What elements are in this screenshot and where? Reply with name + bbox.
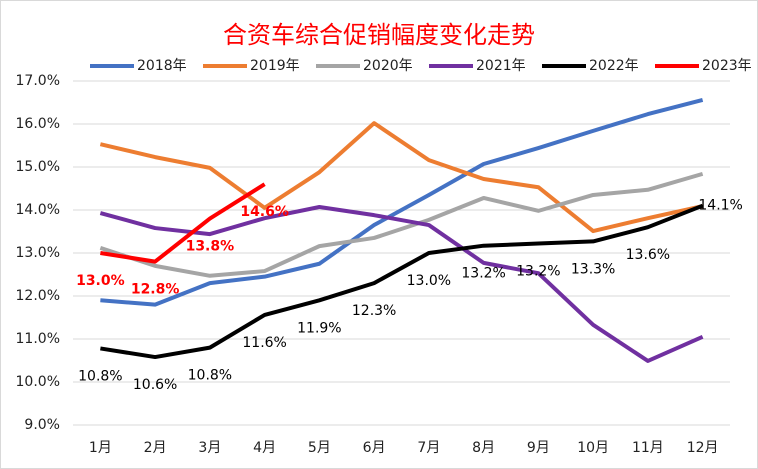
legend-label: 2023年 xyxy=(702,58,752,74)
legend-label: 2022年 xyxy=(589,58,639,74)
legend-label: 2019年 xyxy=(250,58,300,74)
data-label: 13.0% xyxy=(76,273,125,289)
y-tick-label: 15.0% xyxy=(16,159,60,175)
y-tick-label: 11.0% xyxy=(16,331,60,347)
y-tick-label: 17.0% xyxy=(16,73,60,89)
x-tick-label: 6月 xyxy=(363,440,386,456)
x-tick-label: 3月 xyxy=(198,440,221,456)
y-tick-label: 10.0% xyxy=(16,374,60,390)
series-line xyxy=(99,171,704,278)
series-line xyxy=(99,204,704,363)
x-tick-label: 12月 xyxy=(687,440,719,456)
x-tick-label: 8月 xyxy=(472,440,495,456)
data-label: 11.9% xyxy=(297,320,341,336)
data-label: 13.2% xyxy=(461,266,505,282)
series-line xyxy=(100,203,704,360)
chart-title: 合资车综合促销幅度变化走势 xyxy=(223,21,535,49)
legend-label: 2020年 xyxy=(363,58,413,74)
data-label: 14.1% xyxy=(698,198,742,214)
y-tick-label: 16.0% xyxy=(16,116,60,132)
legend-label: 2018年 xyxy=(137,58,187,74)
x-tick-label: 11月 xyxy=(632,440,664,456)
legend-label: 2021年 xyxy=(476,58,526,74)
x-tick-label: 4月 xyxy=(253,440,276,456)
data-label: 11.6% xyxy=(242,335,286,351)
y-tick-label: 13.0% xyxy=(16,245,60,261)
y-tick-label: 9.0% xyxy=(24,417,60,433)
data-label: 13.0% xyxy=(407,273,451,289)
x-tick-label: 9月 xyxy=(527,440,550,456)
series-line xyxy=(99,121,704,234)
y-tick-label: 14.0% xyxy=(16,202,60,218)
x-tick-label: 7月 xyxy=(417,440,440,456)
x-tick-label: 2月 xyxy=(144,440,167,456)
data-label: 10.6% xyxy=(133,377,177,393)
data-label: 14.6% xyxy=(240,204,289,220)
data-label: 13.3% xyxy=(571,261,615,277)
x-tick-label: 10月 xyxy=(577,440,609,456)
data-label: 13.2% xyxy=(516,264,560,280)
series-line xyxy=(100,182,266,264)
series-line xyxy=(100,97,704,307)
data-label: 13.8% xyxy=(186,239,235,255)
y-tick-label: 12.0% xyxy=(16,288,60,304)
data-label: 13.6% xyxy=(626,247,670,263)
x-tick-label: 1月 xyxy=(89,440,112,456)
data-label: 10.8% xyxy=(188,368,232,384)
data-label: 12.8% xyxy=(131,282,180,298)
data-label: 12.3% xyxy=(352,303,396,319)
data-label: 10.8% xyxy=(78,368,122,384)
x-tick-label: 5月 xyxy=(308,440,331,456)
